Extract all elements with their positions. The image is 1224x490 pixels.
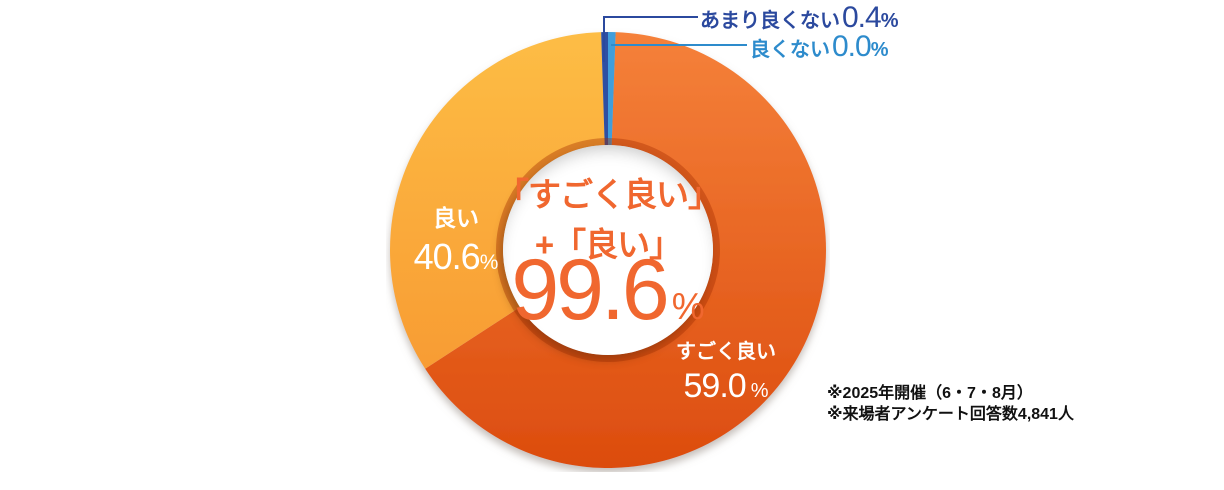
donut-inner-rim-shading [496,138,720,362]
callout-not-good-percent-sign: % [870,39,889,61]
callout-not-very-good: あまり良くない0.4% [700,1,899,35]
slice-label-good-name: 良い [433,205,479,231]
callout-not-good-name: 良くない [750,39,830,61]
slice-label-very-good-name: すごく良い [676,341,776,363]
callout-not-good-value: 0.0 [832,30,872,63]
donut-segment-3 [608,32,616,146]
donut-chart [390,32,826,468]
donut-segment-0 [425,32,826,468]
center-total-value: 99.6% [478,247,738,333]
donut-center-disc [503,145,713,355]
footnotes: ※2025年開催（6・7・8月） ※来場者アンケート回答数4,841人 [827,383,1074,425]
leader-line-not-good-horizontal [611,44,747,46]
callout-not-very-good-value: 0.4 [842,1,882,34]
center-total-number: 99.6 [511,242,669,338]
donut-segment-2 [601,32,608,146]
center-total-percent-sign: % [671,286,705,327]
center-caption: 「すごく良い」 +「良い」 [478,170,738,269]
slice-label-very-good-value: 59.0 [683,367,747,405]
callout-not-very-good-percent-sign: % [880,10,899,32]
center-caption-line2: +「良い」 [534,225,682,263]
footnote-line-2: ※来場者アンケート回答数4,841人 [827,406,1074,424]
leader-line-not-very-good-horizontal [603,16,698,18]
slice-label-good-value: 40.6 [413,236,481,278]
slice-label-good: 良い 40.6% [395,205,517,278]
center-caption-line1: 「すごく良い」 [496,176,721,213]
callout-not-good: 良くない0.0% [750,30,889,64]
footnote-line-1: ※2025年開催（6・7・8月） [827,385,1033,402]
slice-label-good-percent-sign: % [479,251,499,275]
slice-label-very-good-percent-sign: % [750,380,769,402]
donut-segments [390,32,826,468]
slice-label-very-good: すごく良い 59.0% [658,341,794,405]
leader-line-not-very-good-vertical [603,17,605,62]
callout-not-very-good-name: あまり良くない [700,10,840,32]
donut-segment-1 [390,32,605,369]
